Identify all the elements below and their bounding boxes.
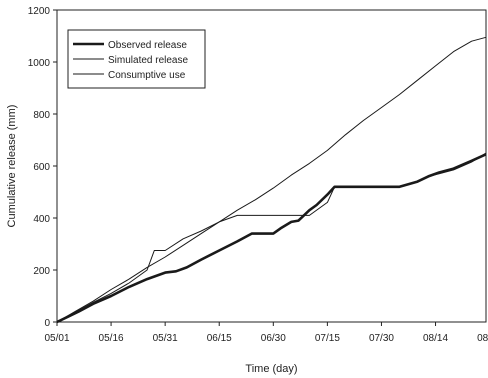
series-line-2 [56, 152, 487, 323]
x-tick-label: 05/01 [44, 333, 69, 344]
legend-label: Consumptive use [108, 70, 186, 81]
legend: Observed release Simulated release Consump… [67, 29, 206, 89]
x-tick-label: 06/30 [261, 333, 286, 344]
series-layer [56, 36, 487, 324]
series-line-3 [56, 36, 487, 323]
y-tick-label: 1200 [28, 6, 51, 17]
y-tick-label: 600 [33, 162, 50, 173]
x-axis: 05/01 05/16 05/31 06/15 06/30 07/15 07/30 08/14… [44, 322, 488, 344]
x-tick-label: 05/16 [99, 333, 124, 344]
y-tick-label: 800 [33, 110, 50, 121]
y-axis-title: Cumulative release (mm) [6, 105, 18, 228]
legend-label: Simulated release [108, 55, 188, 66]
y-tick-label: 1000 [28, 58, 51, 69]
y-tick-label: 400 [33, 214, 50, 225]
x-axis-title: Time (day) [245, 363, 297, 375]
y-axis: 0 200 400 600 800 1000 1200 [28, 6, 57, 329]
x-tick-label: 08/14 [423, 333, 448, 344]
legend-label: Observed release [108, 40, 187, 51]
x-tick-label: 08/29 [477, 333, 488, 344]
x-tick-label: 05/31 [153, 333, 178, 344]
x-tick-label: 06/15 [207, 333, 232, 344]
y-tick-label: 200 [33, 266, 50, 277]
x-tick-label: 07/30 [369, 333, 394, 344]
y-tick-label: 0 [44, 318, 50, 329]
x-tick-label: 07/15 [315, 333, 340, 344]
